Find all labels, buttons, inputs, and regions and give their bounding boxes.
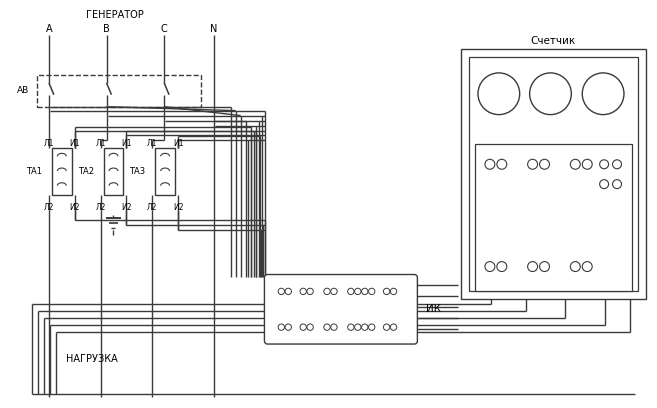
Circle shape — [485, 262, 495, 272]
Text: И2: И2 — [121, 204, 131, 213]
Circle shape — [285, 324, 292, 330]
Circle shape — [369, 288, 375, 295]
Circle shape — [612, 160, 622, 169]
Text: ИК: ИК — [426, 304, 442, 314]
Circle shape — [570, 262, 580, 272]
Text: И1: И1 — [173, 139, 183, 148]
Bar — [104, 149, 124, 195]
Text: ГЕНЕРАТОР: ГЕНЕРАТОР — [85, 10, 143, 20]
Circle shape — [530, 73, 572, 115]
Circle shape — [497, 159, 507, 169]
Text: Л2: Л2 — [44, 204, 54, 213]
Circle shape — [361, 288, 368, 295]
Text: N: N — [210, 24, 217, 34]
Circle shape — [497, 262, 507, 272]
Text: Л1: Л1 — [44, 139, 54, 148]
Circle shape — [355, 324, 361, 330]
Circle shape — [330, 324, 337, 330]
Text: И1: И1 — [70, 139, 80, 148]
Text: Л1: Л1 — [95, 139, 106, 148]
Circle shape — [348, 324, 354, 330]
Circle shape — [539, 262, 549, 272]
Circle shape — [570, 159, 580, 169]
Circle shape — [390, 288, 397, 295]
Circle shape — [307, 324, 313, 330]
FancyBboxPatch shape — [264, 275, 417, 344]
Circle shape — [600, 180, 608, 188]
Text: Л1: Л1 — [147, 139, 158, 148]
Circle shape — [278, 324, 284, 330]
Circle shape — [384, 324, 390, 330]
Circle shape — [278, 288, 284, 295]
Circle shape — [324, 288, 330, 295]
Circle shape — [330, 288, 337, 295]
Text: ТА1: ТА1 — [26, 167, 42, 176]
Bar — [155, 149, 175, 195]
Circle shape — [369, 324, 375, 330]
Text: Л2: Л2 — [147, 204, 158, 213]
Text: НАГРУЗКА: НАГРУЗКА — [66, 354, 118, 364]
Circle shape — [582, 73, 624, 115]
Text: Л2: Л2 — [95, 204, 106, 213]
Text: А: А — [45, 24, 52, 34]
Bar — [475, 144, 632, 291]
Circle shape — [390, 324, 397, 330]
Text: И1: И1 — [121, 139, 131, 148]
Circle shape — [528, 159, 537, 169]
Circle shape — [285, 288, 292, 295]
Bar — [469, 57, 638, 291]
Text: ТА2: ТА2 — [78, 167, 93, 176]
Circle shape — [612, 180, 622, 188]
Circle shape — [384, 288, 390, 295]
Circle shape — [528, 262, 537, 272]
Text: С: С — [161, 24, 168, 34]
Bar — [37, 75, 201, 106]
Circle shape — [582, 159, 592, 169]
Circle shape — [324, 324, 330, 330]
Circle shape — [348, 288, 354, 295]
Circle shape — [539, 159, 549, 169]
Circle shape — [582, 262, 592, 272]
Circle shape — [600, 160, 608, 169]
Text: Счетчик: Счетчик — [531, 36, 576, 46]
Circle shape — [485, 159, 495, 169]
Circle shape — [307, 288, 313, 295]
Text: ТА3: ТА3 — [129, 167, 145, 176]
Text: В: В — [103, 24, 110, 34]
Text: И2: И2 — [70, 204, 80, 213]
Bar — [52, 149, 72, 195]
Text: АВ: АВ — [17, 86, 29, 95]
Circle shape — [355, 288, 361, 295]
Circle shape — [300, 324, 306, 330]
Text: И2: И2 — [173, 204, 183, 213]
Circle shape — [300, 288, 306, 295]
Circle shape — [361, 324, 368, 330]
Circle shape — [478, 73, 520, 115]
Bar — [461, 49, 646, 299]
